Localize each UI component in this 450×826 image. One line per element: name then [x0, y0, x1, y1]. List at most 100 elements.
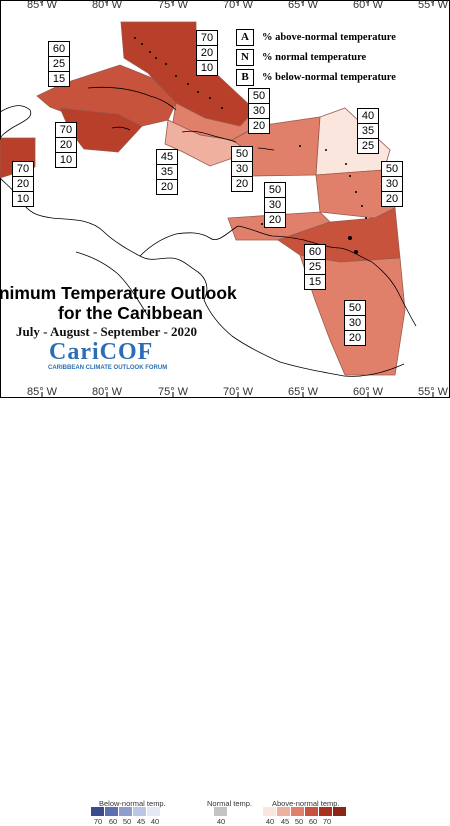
legend-text: % normal temperature — [262, 51, 367, 63]
below-value: 10 — [16, 193, 30, 205]
normal-value: 30 — [265, 198, 285, 213]
above-value: 60 — [305, 245, 325, 260]
below-value: 10 — [59, 154, 73, 166]
above-value: 50 — [249, 89, 269, 104]
probability-box-turks-caicos: 50 30 20 — [248, 88, 270, 134]
legend-row-below: B % below-normal temperature — [236, 67, 396, 87]
above-value: 70 — [56, 123, 76, 138]
normal-value: 30 — [249, 104, 269, 119]
legend-key: B — [236, 68, 254, 86]
normal-value: 30 — [382, 177, 402, 192]
legend-key: N — [236, 48, 254, 66]
scale-tick: 40 — [265, 817, 275, 826]
longitude-label: 55° W — [417, 0, 449, 11]
longitude-label: 55° W — [417, 386, 449, 398]
color-scale: Below-normal temp. Normal temp. Above-no… — [0, 398, 450, 826]
normal-value: 20 — [56, 138, 76, 153]
below-value: 15 — [308, 276, 322, 288]
above-value: 50 — [265, 183, 285, 198]
below-value: 20 — [348, 332, 362, 344]
probability-box-bahamas: 70 20 10 — [196, 30, 218, 76]
probability-box-guianas: 50 30 20 — [344, 300, 366, 346]
map-subtitle: for the Caribbean — [58, 303, 203, 323]
legend-text: % above-normal temperature — [262, 31, 396, 43]
legend-row-above: A % above-normal temperature — [236, 27, 396, 47]
below-value: 20 — [385, 193, 399, 205]
scale-tick: 40 — [150, 817, 160, 826]
longitude-label: 60° W — [352, 386, 384, 398]
below-swatch — [105, 807, 118, 816]
scale-tick: 70 — [322, 817, 332, 826]
longitude-label: 80° W — [91, 386, 123, 398]
above-value: 50 — [382, 162, 402, 177]
above-swatch — [263, 807, 276, 816]
above-swatch — [291, 807, 304, 816]
below-value: 20 — [160, 181, 174, 193]
normal-value: 30 — [232, 162, 252, 177]
above-value: 60 — [49, 42, 69, 57]
above-value: 70 — [13, 162, 33, 177]
normal-value: 20 — [197, 46, 217, 61]
probability-box-hispaniola: 45 35 20 — [156, 149, 178, 195]
probability-box-abc-islands: 50 30 20 — [264, 182, 286, 228]
below-value: 25 — [361, 140, 375, 152]
scale-tick: 50 — [294, 817, 304, 826]
probability-box-leeward: 40 35 25 — [357, 108, 379, 154]
probability-box-windward: 50 30 20 — [381, 161, 403, 207]
below-swatch — [133, 807, 146, 816]
longitude-label: 75° W — [157, 0, 189, 11]
normal-value: 25 — [49, 57, 69, 72]
map-title: inimum Temperature Outlook — [0, 283, 237, 303]
above-swatch — [305, 807, 318, 816]
above-swatch — [333, 807, 346, 816]
probability-box-belize: 70 20 10 — [12, 161, 34, 207]
probability-box-jamaica: 70 20 10 — [55, 122, 77, 168]
normal-value: 35 — [157, 165, 177, 180]
legend-row-normal: N % normal temperature — [236, 47, 396, 67]
above-value: 70 — [197, 31, 217, 46]
region-leeward — [315, 107, 391, 176]
scale-tick: 60 — [108, 817, 118, 826]
legend-key: A — [236, 28, 254, 46]
below-value: 15 — [52, 73, 66, 85]
normal-value: 20 — [13, 177, 33, 192]
longitude-label: 80° W — [91, 0, 123, 11]
longitude-label: 70° W — [222, 386, 254, 398]
caricof-logo: CariCOF — [49, 339, 154, 365]
longitude-label: 60° W — [352, 0, 384, 11]
below-value: 20 — [235, 178, 249, 190]
normal-swatch — [214, 807, 227, 816]
scale-tick: 60 — [308, 817, 318, 826]
below-swatch — [91, 807, 104, 816]
normal-value: 30 — [345, 316, 365, 331]
scale-tick: 50 — [122, 817, 132, 826]
scale-tick: 45 — [136, 817, 146, 826]
scale-tick: 70 — [93, 817, 103, 826]
longitude-label: 65° W — [287, 0, 319, 11]
longitude-label: 85° W — [26, 386, 58, 398]
scale-tick: 45 — [280, 817, 290, 826]
season-label: July - August - September - 2020 — [16, 324, 198, 339]
legend-text: % below-normal temperature — [262, 71, 396, 83]
probability-legend: A % above-normal temperature N % normal … — [236, 27, 396, 87]
above-value: 45 — [157, 150, 177, 165]
scale-tick: 40 — [216, 817, 226, 826]
below-value: 20 — [268, 214, 282, 226]
probability-box-cuba: 60 25 15 — [48, 41, 70, 87]
caricof-logo-subtitle: CARIBBEAN CLIMATE OUTLOOK FORUM — [48, 365, 168, 371]
below-value: 10 — [200, 62, 214, 74]
above-value: 50 — [232, 147, 252, 162]
probability-box-trinidad: 60 25 15 — [304, 244, 326, 290]
above-swatch — [319, 807, 332, 816]
normal-value: 35 — [358, 124, 378, 139]
above-swatch — [277, 807, 290, 816]
probability-box-puerto-rico: 50 30 20 — [231, 146, 253, 192]
longitude-label: 85° W — [26, 0, 58, 11]
below-value: 20 — [252, 120, 266, 132]
below-swatch — [147, 807, 160, 816]
above-value: 50 — [345, 301, 365, 316]
normal-value: 25 — [305, 260, 325, 275]
below-swatch — [119, 807, 132, 816]
longitude-label: 75° W — [157, 386, 189, 398]
longitude-label: 65° W — [287, 386, 319, 398]
